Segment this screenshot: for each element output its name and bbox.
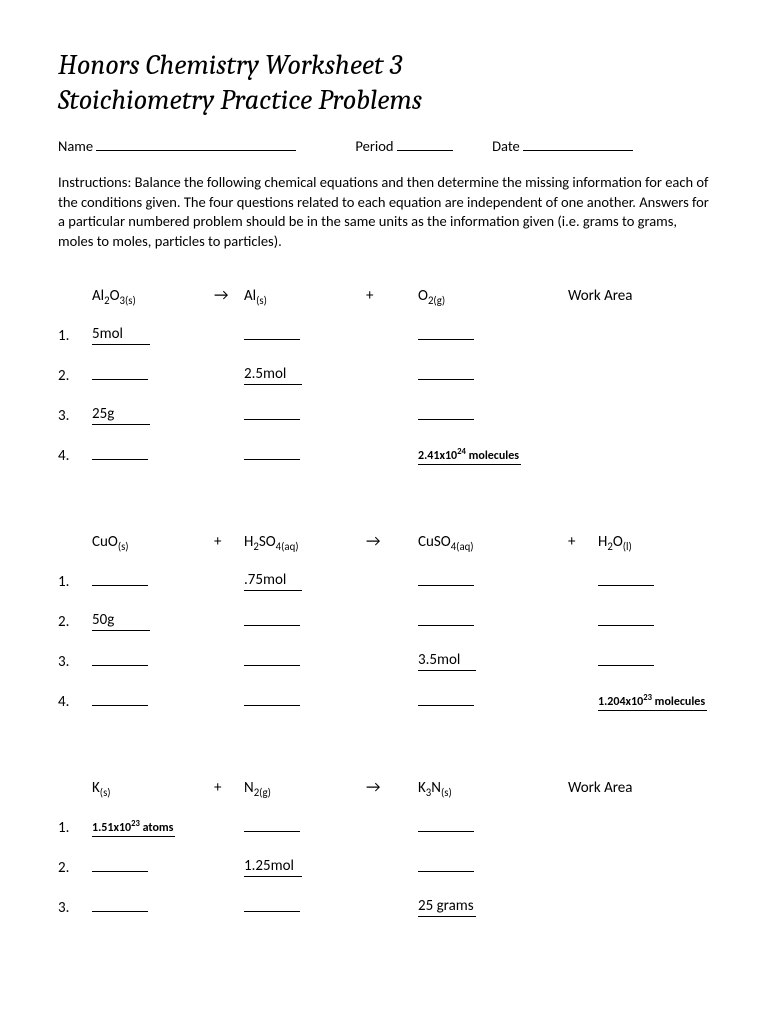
answer-blank[interactable]: [92, 857, 148, 872]
equation-2-section: CuO(s) + H2SO4(aq) → CuSO4(aq) + H2O(l) …: [58, 525, 712, 711]
plus-symbol: +: [214, 533, 244, 551]
problem-number: 2.: [58, 859, 92, 877]
answer-blank[interactable]: [92, 365, 148, 380]
answer-blank[interactable]: [598, 611, 654, 626]
arrow-icon: →: [366, 532, 418, 551]
problem-row: 1.1.51x1023 atoms: [58, 811, 712, 837]
problem-number: 2.: [58, 367, 92, 385]
arrow-icon: →: [366, 778, 418, 797]
problem-row: 2.50g: [58, 605, 712, 631]
species-cuo: CuO(s): [92, 533, 214, 551]
page-title: Honors Chemistry Worksheet 3 Stoichiomet…: [58, 48, 712, 118]
problem-row: 2. 1.25mol: [58, 851, 712, 877]
problem-number: 1.: [58, 819, 92, 837]
given-value: 50g: [92, 611, 150, 631]
species-n2: N2(g): [244, 779, 366, 797]
meta-line: Name Period Date: [58, 136, 712, 155]
problem-row: 2. 2.5mol: [58, 359, 712, 385]
equation-2-header: CuO(s) + H2SO4(aq) → CuSO4(aq) + H2O(l): [58, 525, 712, 551]
problem-number: 1.: [58, 573, 92, 591]
answer-blank[interactable]: [92, 571, 148, 586]
species-o2: O2(g): [418, 287, 568, 305]
answer-blank[interactable]: [418, 691, 474, 706]
given-value: 25g: [92, 405, 150, 425]
instructions-text: Instructions: Balance the following chem…: [58, 173, 712, 251]
period-blank[interactable]: [397, 136, 453, 151]
given-value: 2.41x1024 molecules: [418, 449, 521, 465]
problem-row: 3. 3.5mol: [58, 645, 712, 671]
answer-blank[interactable]: [244, 445, 300, 460]
title-line-1: Honors Chemistry Worksheet 3: [58, 49, 402, 81]
worksheet-page: Honors Chemistry Worksheet 3 Stoichiomet…: [0, 0, 770, 917]
problem-number: 4.: [58, 693, 92, 711]
answer-blank[interactable]: [418, 571, 474, 586]
problem-row: 4. 1.204x1023 molecules: [58, 685, 712, 711]
problem-row: 1.5mol: [58, 319, 712, 345]
species-cuso4: CuSO4(aq): [418, 533, 568, 551]
species-al: Al(s): [244, 287, 366, 305]
date-label: Date: [492, 137, 520, 155]
species-h2so4: H2SO4(aq): [244, 533, 366, 551]
answer-blank[interactable]: [418, 405, 474, 420]
answer-blank[interactable]: [244, 817, 300, 832]
species-k3n: K3N(s): [418, 779, 568, 797]
plus-symbol: +: [214, 779, 244, 797]
answer-blank[interactable]: [418, 325, 474, 340]
given-value: 1.25mol: [244, 857, 302, 877]
problem-number: 3.: [58, 653, 92, 671]
problem-row: 3. 25 grams: [58, 891, 712, 917]
problem-number: 1.: [58, 327, 92, 345]
answer-blank[interactable]: [92, 897, 148, 912]
given-value: 25 grams: [418, 897, 476, 917]
problem-number: 2.: [58, 613, 92, 631]
answer-blank[interactable]: [418, 365, 474, 380]
answer-blank[interactable]: [244, 651, 300, 666]
equation-1-section: Al2O3(s) → Al(s) + O2(g) Work Area 1.5mo…: [58, 279, 712, 465]
answer-blank[interactable]: [244, 897, 300, 912]
answer-blank[interactable]: [418, 857, 474, 872]
problem-row: 4. 2.41x1024 molecules: [58, 439, 712, 465]
species-k: K(s): [92, 779, 214, 797]
problem-number: 4.: [58, 447, 92, 465]
answer-blank[interactable]: [244, 691, 300, 706]
problem-number: 3.: [58, 407, 92, 425]
species-al2o3: Al2O3(s): [92, 287, 214, 305]
problem-row: 3.25g: [58, 399, 712, 425]
answer-blank[interactable]: [244, 405, 300, 420]
given-value: 1.204x1023 molecules: [598, 695, 707, 711]
work-area-label: Work Area: [568, 287, 632, 305]
plus-symbol: +: [568, 533, 598, 551]
date-blank[interactable]: [523, 136, 633, 151]
work-area-label: Work Area: [568, 779, 632, 797]
species-h2o: H2O(l): [598, 533, 708, 551]
title-line-2: Stoichiometry Practice Problems: [58, 84, 422, 116]
problem-row: 1. .75mol: [58, 565, 712, 591]
given-value: 5mol: [92, 325, 150, 345]
answer-blank[interactable]: [598, 571, 654, 586]
given-value: 2.5mol: [244, 365, 302, 385]
problem-number: 3.: [58, 899, 92, 917]
answer-blank[interactable]: [418, 817, 474, 832]
answer-blank[interactable]: [244, 611, 300, 626]
given-value: 3.5mol: [418, 651, 476, 671]
name-blank[interactable]: [96, 136, 296, 151]
arrow-icon: →: [214, 286, 244, 305]
name-label: Name: [58, 137, 93, 155]
period-label: Period: [355, 137, 393, 155]
plus-symbol: +: [366, 287, 418, 305]
answer-blank[interactable]: [598, 651, 654, 666]
answer-blank[interactable]: [244, 325, 300, 340]
equation-3-header: K(s) + N2(g) → K3N(s) Work Area: [58, 771, 712, 797]
given-value: .75mol: [244, 571, 302, 591]
equation-1-header: Al2O3(s) → Al(s) + O2(g) Work Area: [58, 279, 712, 305]
answer-blank[interactable]: [92, 691, 148, 706]
answer-blank[interactable]: [418, 611, 474, 626]
answer-blank[interactable]: [92, 445, 148, 460]
given-value: 1.51x1023 atoms: [92, 821, 175, 837]
answer-blank[interactable]: [92, 651, 148, 666]
equation-3-section: K(s) + N2(g) → K3N(s) Work Area 1.1.51x1…: [58, 771, 712, 917]
